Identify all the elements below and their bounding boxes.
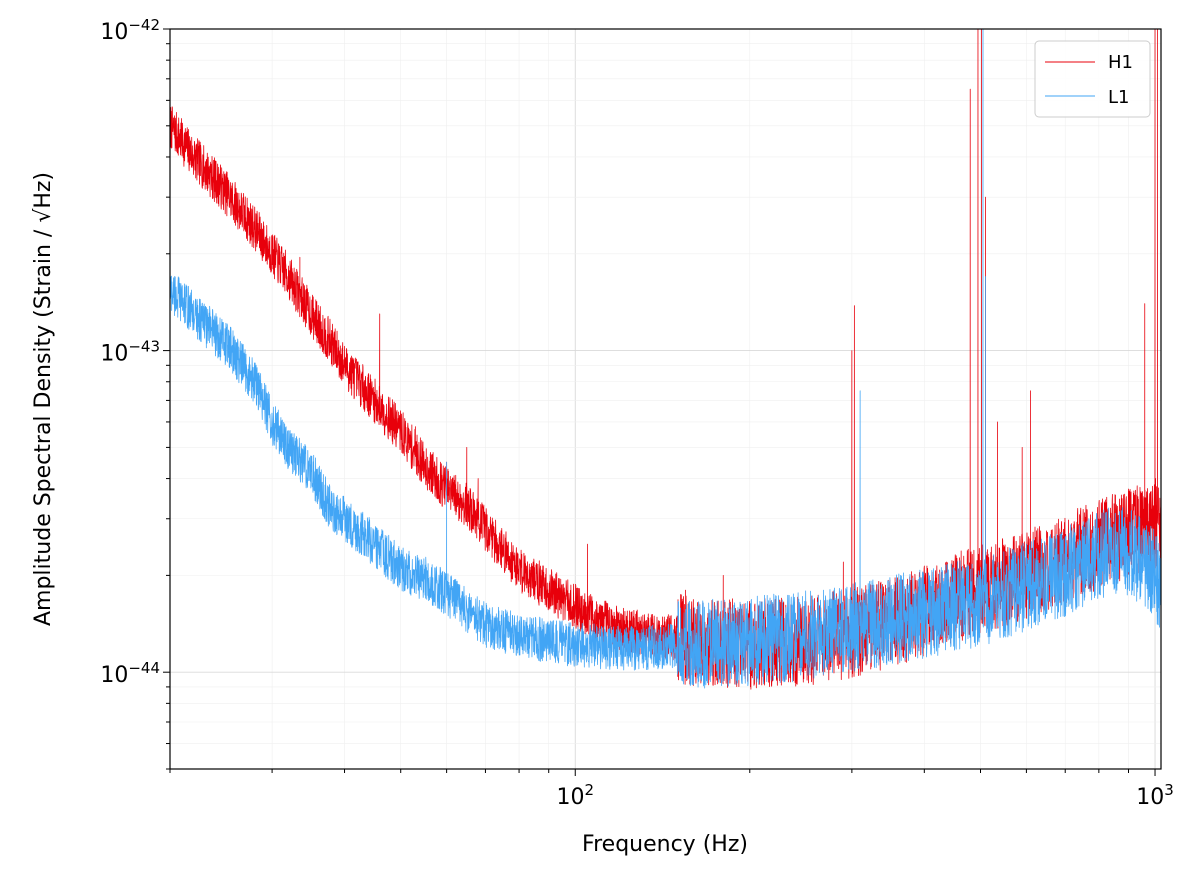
plot-frame xyxy=(169,28,1162,770)
legend-label-h1: H1 xyxy=(1108,52,1133,73)
series-line-l1 xyxy=(170,29,1161,689)
axis-ticks: 102 103 10−44 10−43 10−42 xyxy=(100,16,1173,810)
legend-label-l1: L1 xyxy=(1108,87,1129,108)
x-tick-label: 103 xyxy=(1136,781,1174,810)
y-tick-label: 10−43 xyxy=(100,338,160,367)
legend: H1 L1 xyxy=(1034,40,1151,118)
y-tick-label: 10−44 xyxy=(100,659,160,688)
series-layer xyxy=(170,29,1161,690)
y-axis-label: Amplitude Spectral Density (Strain / √Hz… xyxy=(31,172,56,626)
legend-box xyxy=(1034,40,1151,118)
x-axis-label: Frequency (Hz) xyxy=(582,832,748,857)
y-tick-label: 10−42 xyxy=(100,16,160,45)
x-tick-label: 102 xyxy=(556,781,594,810)
